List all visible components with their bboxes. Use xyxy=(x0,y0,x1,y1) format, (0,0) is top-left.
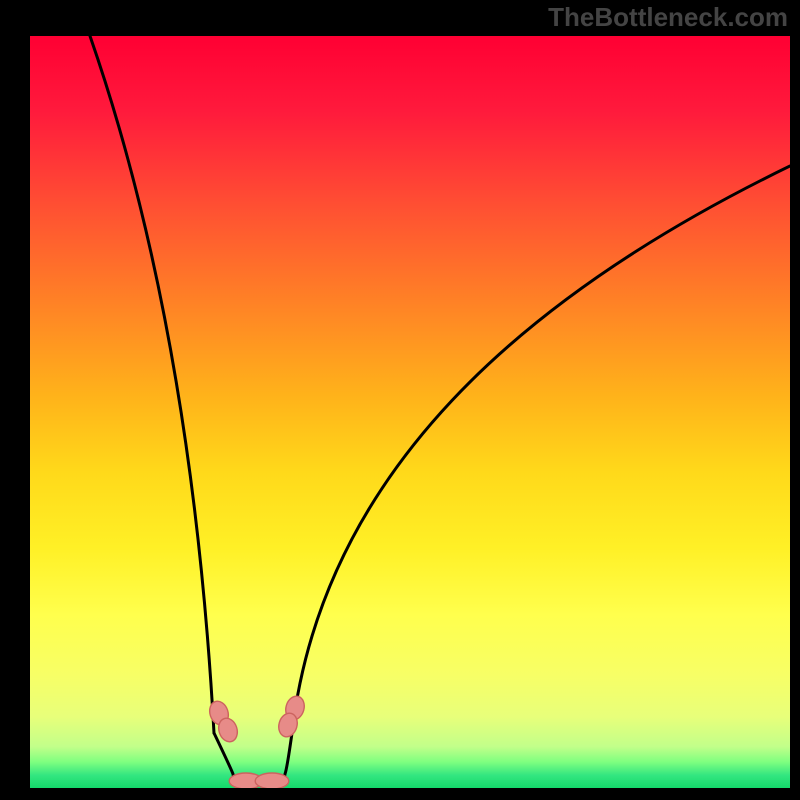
floor-marker-right xyxy=(255,773,289,788)
bottleneck-curve-chart xyxy=(30,36,790,788)
watermark-text: TheBottleneck.com xyxy=(548,2,788,33)
plot-area xyxy=(30,36,790,788)
chart-frame: TheBottleneck.com xyxy=(0,0,800,800)
gradient-background xyxy=(30,36,790,788)
